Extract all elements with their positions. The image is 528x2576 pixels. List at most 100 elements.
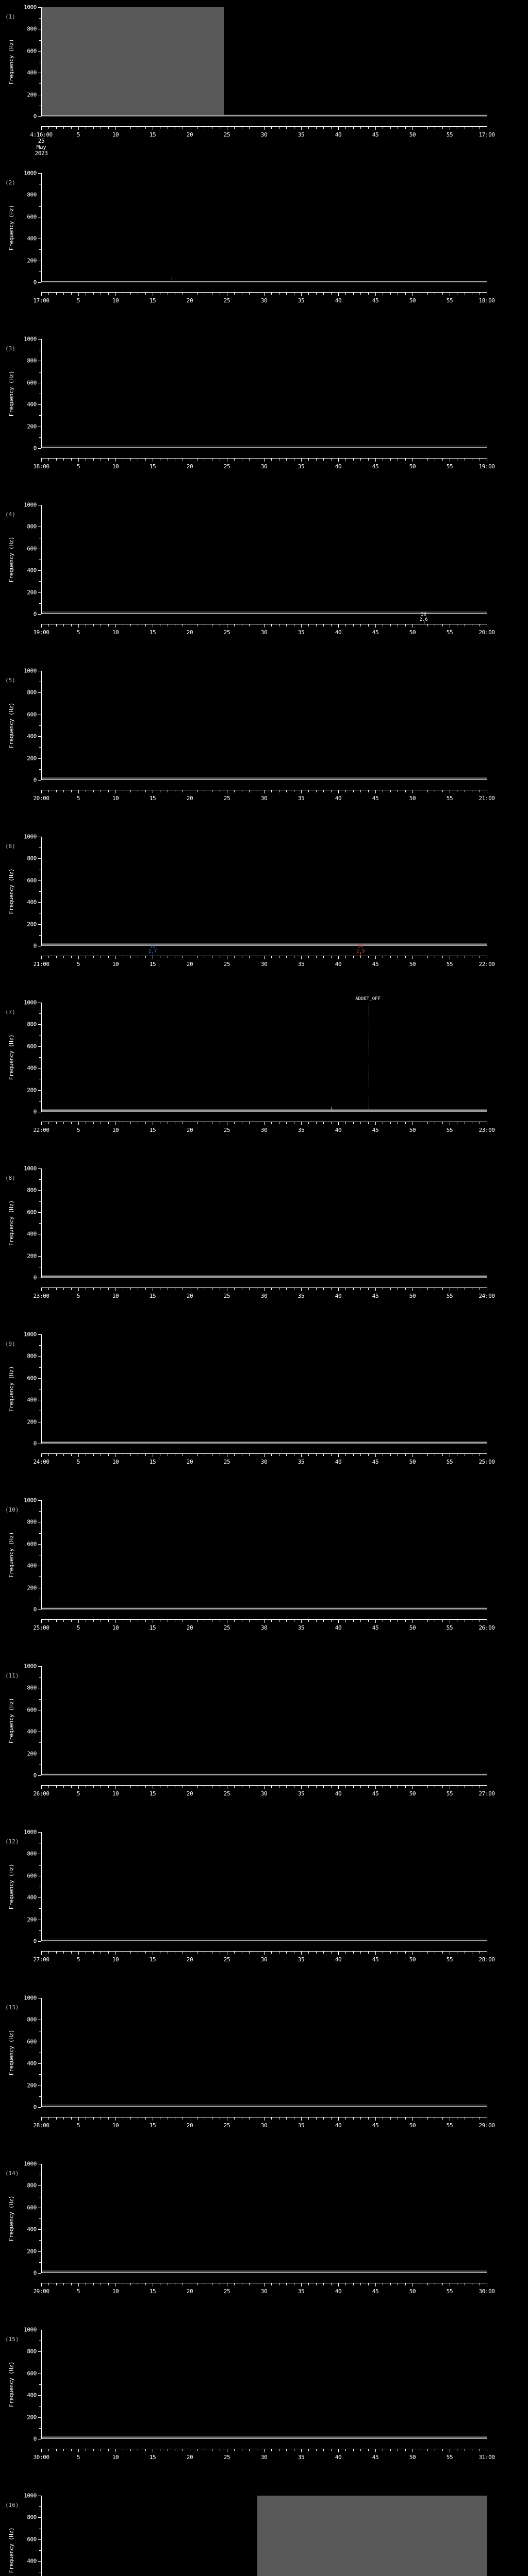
x-axis-minor-tick [145,956,146,958]
x-axis-minor-tick [249,1952,250,1954]
x-axis-minor-tick [145,293,146,295]
x-axis-minor-tick [271,624,272,626]
x-axis-tick [375,790,376,793]
date-line: 25 [38,138,45,144]
x-axis-tick-label: 10 [112,131,119,138]
y-axis-tick-label: 600 [27,2038,37,2045]
spectrogram-canvas [41,339,487,448]
x-axis-minor-tick [442,293,443,295]
spectrogram-panel: (15) 0 200 400 600 800 1000 Frequency (Hz) 30:00… [0,2323,528,2488]
x-axis: 17:00 5 10 15 20 25 30 35 40 45 50 55 18:00 [33,292,495,304]
x-axis-minor-tick [249,293,250,295]
x-axis-minor-tick [56,1952,57,1954]
x-axis-minor-tick [108,459,109,461]
x-axis-tick-label: 15 [149,961,156,968]
x-axis-minor-tick [130,1288,131,1290]
y-axis-tick [38,880,41,881]
y-axis-tick-label: 800 [27,1021,37,1028]
x-axis-minor-tick [145,1122,146,1124]
y-axis-tick-label: 600 [27,711,37,718]
x-axis-minor-tick [48,293,50,295]
x-axis-tick [375,1122,376,1125]
x-axis-minor-tick [63,293,64,295]
x-axis-minor-tick [360,1122,361,1124]
y-axis-tick-label: 800 [27,855,37,862]
y-axis-tick-label: 0 [33,2269,37,2277]
panel-index-label: (2) [5,179,15,186]
y-axis-tick-label: 200 [27,1252,37,1260]
x-axis-minor-tick [234,790,235,792]
x-axis-minor-tick [56,459,57,461]
x-axis-tick-label: 35 [298,1956,305,1963]
date-line: 2023 [35,150,48,157]
spectrogram-canvas [41,173,487,282]
x-axis-tick-label: 20 [186,1459,193,1465]
x-axis-tick-label: 10 [112,1790,119,1797]
x-axis-tick-label: 5 [76,1790,80,1797]
y-axis-tick-label: 0 [33,1938,37,1945]
noise-floor-shadow [42,1275,487,1276]
x-axis-minor-tick [360,459,361,461]
x-axis-tick-label: 20 [186,629,193,636]
y-axis-tick-label: 1000 [24,1828,37,1836]
x-axis-tick [412,1952,413,1955]
x-axis-minor-tick [345,2283,346,2285]
x-axis-minor-tick [345,2449,346,2451]
x-axis-tick-label: 35 [298,795,305,802]
y-axis-tick-label: 200 [27,1750,37,1757]
x-axis-minor-tick [145,2449,146,2451]
x-axis-tick [264,1288,265,1291]
x-axis-tick-label: 45 [372,2454,379,2461]
x-axis-tick-label: 35 [298,131,305,138]
y-axis-minor-tick [39,769,41,770]
x-axis-tick [78,1288,79,1291]
x-axis-tick-label: 35 [298,1459,305,1465]
y-axis-title: Frequency (Hz) [8,1698,15,1744]
y-axis-minor-tick [39,1533,41,1534]
x-axis-tick-label: 30 [260,2122,268,2129]
y-axis-tick-label: 1000 [24,1994,37,2002]
x-axis-tick-label: 25 [223,131,230,138]
event-magnitude-value: 2.6 [419,617,428,622]
x-axis-minor-tick [427,459,428,461]
x-axis-minor-tick [71,459,72,461]
x-axis-tick [301,1952,302,1955]
y-axis-tick [38,2561,41,2562]
y-axis-tick [38,2229,41,2230]
panel-index-label: (16) [5,2502,19,2509]
x-axis-minor-tick [390,624,391,626]
x-axis-minor-tick [345,2117,346,2120]
x-axis-minor-tick [130,2449,131,2451]
x-axis-tick-label: 15 [149,2454,156,2461]
plot-area: 0 200 400 600 800 1000 Frequency (Hz) [8,171,487,285]
x-axis-tick-label: 10 [112,297,119,304]
x-axis-minor-tick [308,1454,309,1456]
x-axis-tick-label: 10 [112,1459,119,1465]
y-axis-tick-label: 200 [27,1584,37,1591]
x-axis-minor-tick [427,1454,428,1456]
y-axis-tick [38,570,41,571]
y-axis-tick-label: 800 [27,1187,37,1194]
plot-area: 0 200 400 600 800 1000 Frequency (Hz) [8,668,487,783]
x-axis-tick [301,293,302,296]
x-axis-minor-tick [71,1122,72,1124]
y-axis-tick-label: 200 [27,91,37,98]
x-axis-tick [78,1786,79,1789]
x-axis-minor-tick [56,1620,57,1622]
x-axis-minor-tick [234,1620,235,1622]
date-line: May [36,144,46,150]
x-axis-tick-label: 30 [260,1293,268,1299]
x-axis-minor-tick [308,624,309,626]
y-axis-tick-label: 800 [27,191,37,198]
x-axis-tick [78,624,79,628]
x-axis-tick-label: 50 [409,2454,416,2461]
x-axis-tick-label: 45 [372,1956,379,1963]
x-axis-minor-tick [308,2117,309,2120]
x-axis-minor-tick [442,1122,443,1124]
x-axis-minor-tick [353,956,354,958]
y-axis-tick [38,1212,41,1213]
y-axis-tick [38,924,41,925]
y-axis-tick-label: 400 [27,1064,37,1072]
x-axis-minor-tick [63,127,64,129]
